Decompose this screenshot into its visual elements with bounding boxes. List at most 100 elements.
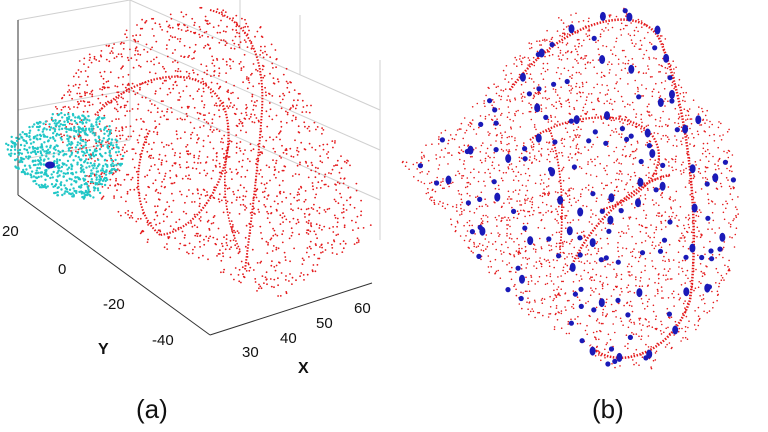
patch-point [115, 168, 118, 172]
surface-point [353, 206, 356, 209]
surface-point [343, 160, 346, 163]
surface-point [510, 278, 513, 281]
surface-point [527, 297, 529, 300]
surface-point [578, 71, 580, 74]
patch-point [34, 159, 37, 163]
surface-point [588, 221, 591, 223]
surface-point [691, 133, 693, 135]
patch-point [23, 147, 26, 151]
surface-point [423, 156, 426, 158]
surface-point [281, 169, 284, 172]
surface-point [78, 92, 81, 95]
surface-point [242, 203, 245, 206]
patch-point [97, 163, 101, 166]
surface-point [584, 254, 587, 256]
feature-point [417, 163, 423, 169]
patch-point [103, 128, 106, 131]
surface-point [328, 207, 331, 210]
surface-point [113, 43, 115, 45]
surface-point [591, 223, 593, 225]
patch-point [43, 171, 47, 174]
surface-point [693, 174, 695, 176]
surface-point [107, 80, 110, 83]
surface-point [500, 142, 503, 144]
surface-point [369, 224, 372, 227]
surface-point [659, 71, 661, 73]
surface-point [291, 283, 293, 285]
surface-point [250, 100, 253, 102]
surface-point [323, 183, 326, 186]
surface-point [253, 121, 256, 124]
surface-point [161, 141, 163, 144]
surface-point [266, 283, 268, 286]
surface-point [575, 201, 577, 203]
patch-point [16, 157, 19, 161]
surface-point [80, 70, 82, 73]
surface-point [722, 203, 724, 206]
surface-point [84, 105, 86, 107]
x-axis-label: X [298, 360, 309, 377]
surface-point [545, 274, 548, 277]
patch-point [70, 119, 73, 122]
surface-point [232, 17, 235, 20]
surface-point [309, 230, 312, 233]
surface-point [212, 222, 215, 224]
surface-point [658, 244, 660, 246]
feature-point [493, 147, 499, 153]
surface-point [487, 155, 490, 157]
surface-point [682, 234, 684, 237]
surface-point [626, 24, 628, 27]
surface-point [550, 116, 552, 118]
surface-point [549, 295, 551, 298]
surface-point [528, 257, 530, 260]
surface-point [131, 211, 134, 214]
surface-point [617, 90, 619, 93]
patch-point [86, 161, 89, 165]
surface-point [683, 95, 685, 98]
feature-point [636, 288, 643, 298]
surface-point [640, 44, 643, 46]
surface-point [311, 182, 314, 184]
surface-point [238, 118, 241, 121]
surface-point [464, 132, 466, 134]
surface-point [117, 91, 120, 94]
surface-point [150, 154, 153, 157]
surface-point [568, 84, 570, 87]
surface-point [309, 240, 312, 243]
patch-point [91, 164, 94, 167]
surface-point [203, 238, 205, 241]
surface-point [63, 134, 65, 137]
surface-point [159, 192, 162, 195]
surface-point [328, 227, 331, 230]
surface-point [680, 163, 683, 166]
surface-point [687, 219, 690, 221]
surface-point [467, 246, 470, 249]
patch-point [78, 117, 82, 120]
surface-point [573, 197, 576, 199]
surface-point [492, 243, 494, 245]
surface-point [318, 173, 320, 175]
surface-point [136, 108, 139, 110]
surface-point [692, 99, 695, 101]
surface-point [512, 170, 515, 173]
surface-point [192, 71, 195, 74]
surface-point [613, 268, 615, 271]
feature-point [522, 225, 528, 231]
surface-point [79, 95, 82, 98]
surface-point [206, 172, 209, 175]
surface-point [230, 227, 233, 230]
surface-point [618, 255, 620, 258]
surface-point [340, 155, 342, 158]
surface-point [645, 72, 647, 74]
surface-point [191, 167, 194, 170]
surface-point [298, 173, 300, 176]
surface-point [86, 91, 88, 94]
surface-point [531, 146, 533, 149]
surface-point [583, 234, 585, 237]
surface-point [118, 169, 121, 172]
patch-point [30, 170, 34, 173]
surface-point [651, 199, 654, 201]
surface-point [634, 174, 637, 177]
surface-point [293, 99, 295, 102]
surface-point [731, 154, 734, 156]
